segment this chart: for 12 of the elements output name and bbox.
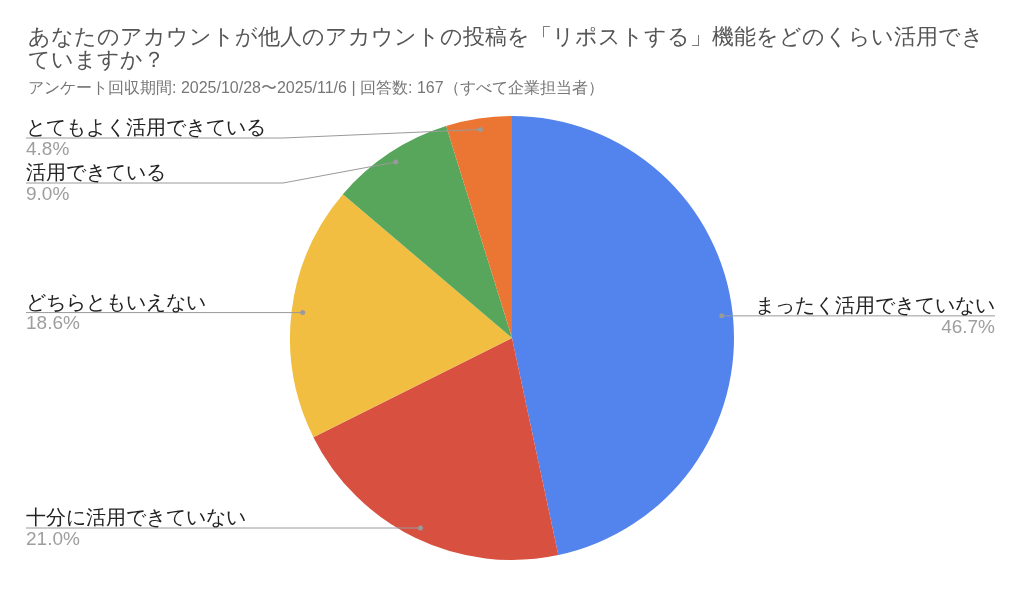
data-label: 9.0% bbox=[26, 182, 70, 204]
slice-label: どちらともいえない bbox=[26, 290, 206, 313]
chart-title: あなたのアカウントが他人のアカウントの投稿を「リポストする」機能をどのくらい活用できていますか？ bbox=[28, 24, 985, 72]
slice-label: まったく活用できていない bbox=[755, 293, 995, 316]
slice-label: 活用できている bbox=[26, 161, 166, 183]
data-label: 46.7% bbox=[941, 315, 996, 337]
data-label: 18.6% bbox=[26, 312, 80, 334]
slice-label: とてもよく活用できている bbox=[26, 116, 266, 138]
data-label: 4.8% bbox=[26, 137, 70, 159]
data-label: 21.0% bbox=[26, 527, 80, 549]
slice-label: 十分に活用できていない bbox=[26, 506, 246, 529]
chart-subtitle: アンケート回収期間: 2025/10/28〜2025/11/6 | 回答数: 167（すべて企業担当者） bbox=[28, 78, 604, 97]
